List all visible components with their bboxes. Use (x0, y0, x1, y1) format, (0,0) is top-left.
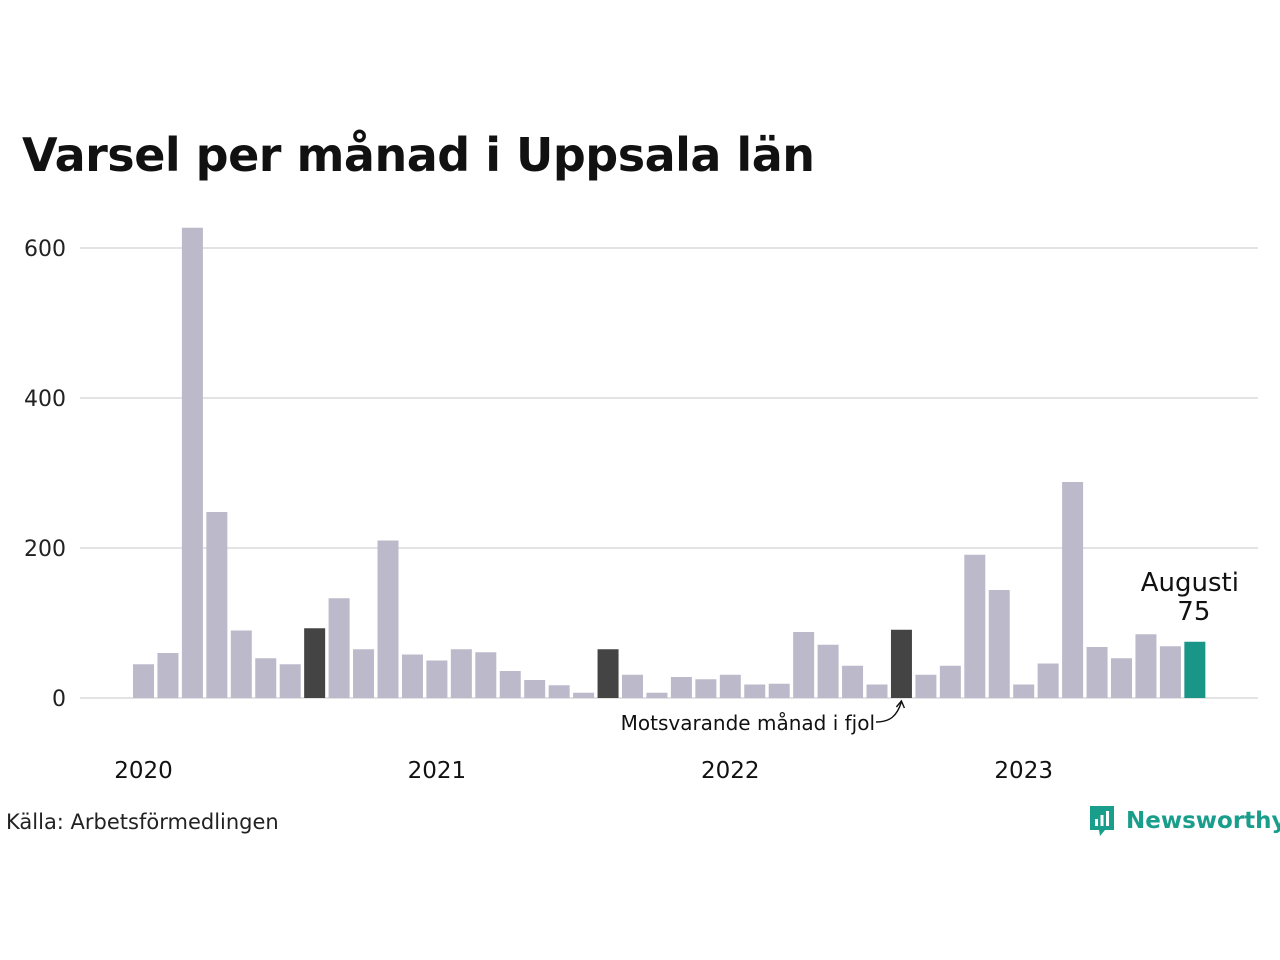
bar (695, 679, 717, 698)
bar (866, 684, 888, 698)
bar (646, 692, 668, 698)
bar (524, 680, 546, 698)
same-month-annotation: Motsvarande månad i fjol (621, 711, 875, 735)
bar (230, 630, 252, 698)
bar (181, 227, 203, 698)
bar (1111, 658, 1132, 698)
source-credit: Källa: Arbetsförmedlingen (6, 810, 279, 834)
x-tick-label: 2023 (994, 758, 1053, 784)
y-axis-tick-labels: 0 200 400 600 (24, 237, 66, 712)
bar (622, 674, 643, 698)
bar (279, 664, 301, 698)
bar (817, 644, 839, 698)
bar (1013, 684, 1035, 698)
bar (1086, 647, 1108, 698)
y-tick-label: 0 (52, 687, 66, 712)
bar (450, 649, 472, 698)
y-tick-label: 400 (24, 387, 66, 412)
brand-name: Newsworthy (1126, 808, 1280, 834)
bar-same-month-last-year (890, 629, 912, 698)
bar (1159, 646, 1181, 698)
bar (670, 677, 692, 698)
newsworthy-logo: Newsworthy (1088, 804, 1280, 838)
bar-same-month-last-year (304, 628, 326, 698)
bar (915, 674, 937, 698)
annotation-arrow (875, 701, 903, 723)
bar (206, 512, 228, 698)
x-tick-label: 2021 (408, 758, 467, 784)
bar (401, 654, 423, 698)
bar (255, 658, 277, 698)
x-axis-year-labels: 2020 2021 2022 2023 (114, 758, 1053, 784)
current-value-label: 75 (1177, 597, 1210, 627)
bar (988, 590, 1010, 698)
newsworthy-icon (1090, 806, 1114, 836)
bar (426, 660, 448, 698)
bar (744, 684, 766, 698)
x-tick-label: 2020 (114, 758, 173, 784)
bars (133, 227, 1206, 698)
bar (573, 692, 595, 698)
current-month-label: Augusti (1141, 568, 1239, 598)
bar (133, 664, 154, 698)
bar (1062, 482, 1084, 698)
chart-title: Varsel per månad i Uppsala län (22, 128, 815, 182)
y-tick-label: 200 (24, 537, 66, 562)
bar (793, 632, 815, 698)
x-tick-label: 2022 (701, 758, 760, 784)
bar (475, 652, 497, 698)
bar (939, 665, 961, 698)
bar (719, 674, 741, 698)
bar (842, 665, 864, 698)
bar-same-month-last-year (597, 649, 619, 698)
bar (1135, 634, 1157, 698)
bar (964, 554, 986, 698)
bar-current-month (1184, 641, 1206, 698)
bar (353, 649, 375, 698)
y-tick-label: 600 (24, 237, 66, 262)
annotation-arrowhead (895, 699, 906, 709)
bar (1037, 663, 1059, 698)
bar (377, 540, 399, 698)
bar (548, 685, 570, 698)
gridlines (80, 247, 1258, 699)
bar (157, 653, 179, 698)
bar (328, 598, 350, 698)
bar (499, 671, 521, 698)
bar (768, 683, 790, 698)
